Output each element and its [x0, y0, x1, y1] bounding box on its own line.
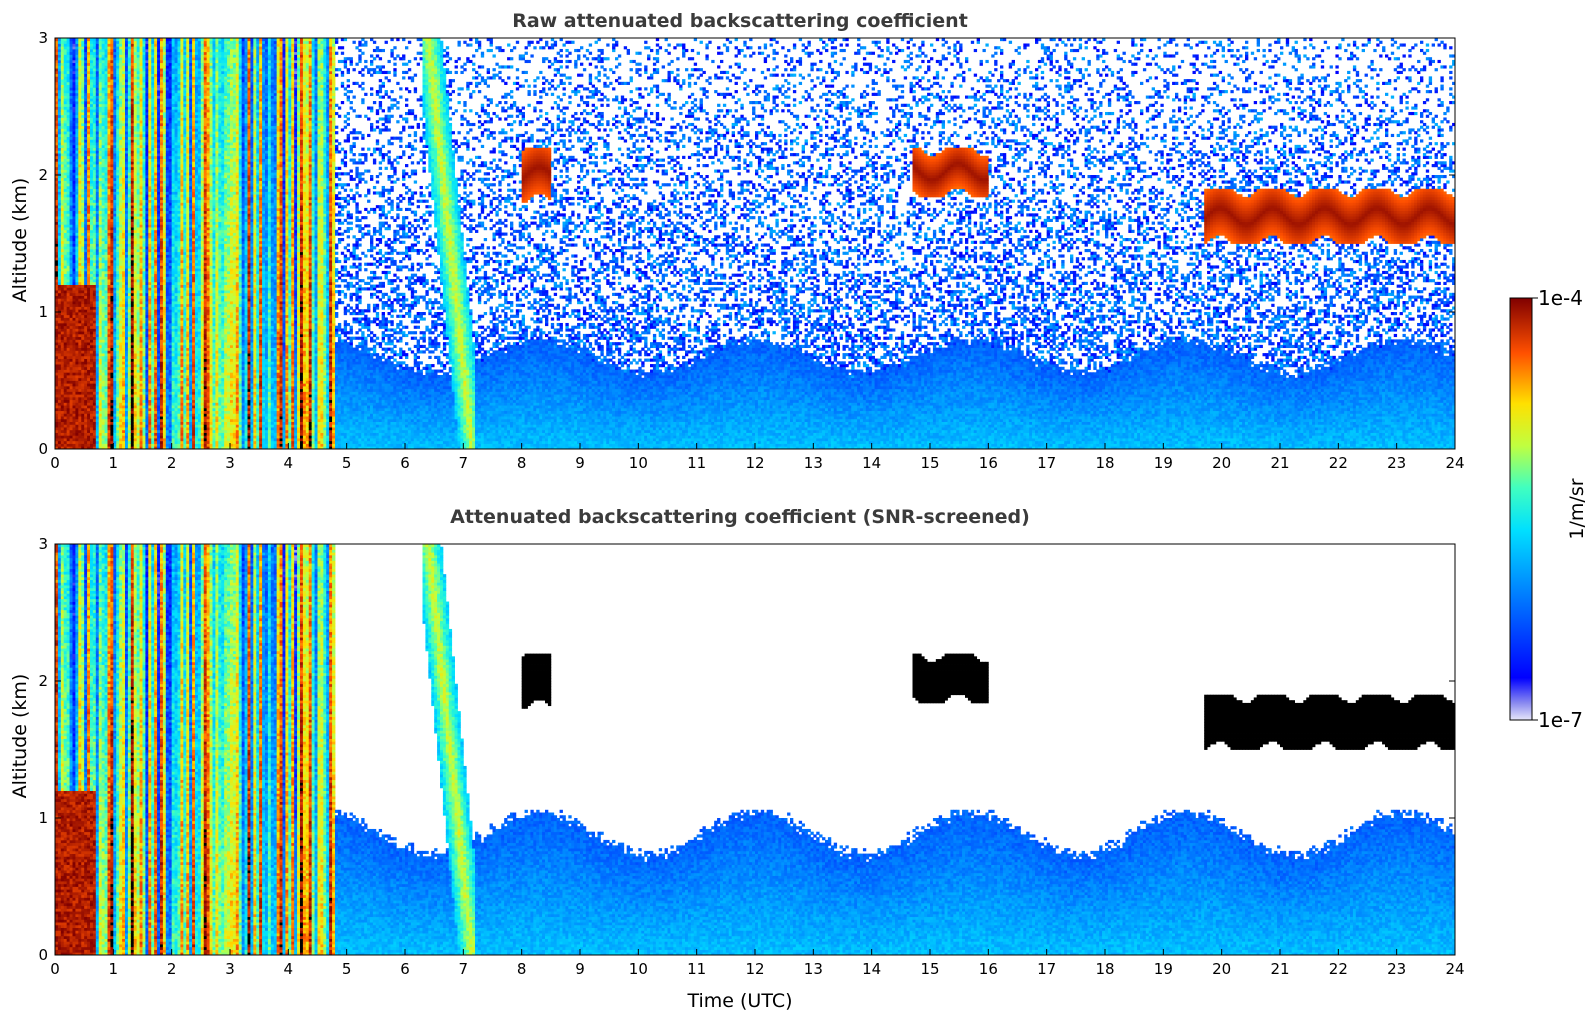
x-axis-label: Time (UTC) [686, 990, 792, 1012]
y-tick-label: 2 [38, 166, 48, 184]
x-tick-label: 0 [50, 960, 60, 978]
x-tick-label: 15 [920, 454, 939, 472]
x-tick-label: 7 [459, 454, 469, 472]
y-tick-label: 3 [38, 535, 48, 553]
x-tick-label: 12 [745, 454, 764, 472]
x-tick-label: 19 [1154, 454, 1173, 472]
plot-area [55, 38, 1455, 449]
y-tick-label: 0 [38, 440, 48, 458]
y-axis-label: Altitude (km) [9, 674, 31, 799]
x-tick-label: 16 [979, 454, 998, 472]
x-tick-label: 3 [225, 960, 235, 978]
x-tick-label: 13 [804, 960, 823, 978]
x-tick-label: 20 [1212, 960, 1231, 978]
x-tick-label: 17 [1037, 960, 1056, 978]
y-tick-label: 3 [38, 29, 48, 47]
colorbar-label: 1/m/sr [1566, 478, 1588, 539]
x-tick-label: 0 [50, 454, 60, 472]
x-tick-label: 1 [109, 454, 119, 472]
x-tick-label: 8 [517, 454, 527, 472]
x-tick-label: 14 [862, 454, 881, 472]
x-tick-label: 14 [862, 960, 881, 978]
x-tick-label: 20 [1212, 454, 1231, 472]
x-tick-label: 3 [225, 454, 235, 472]
colorbar-gradient [1510, 298, 1532, 720]
x-tick-label: 13 [804, 454, 823, 472]
x-tick-label: 1 [109, 960, 119, 978]
colorbar-min-label: 1e-7 [1538, 708, 1583, 732]
colorbar: 1e-4 1e-7 1/m/sr [1510, 286, 1588, 732]
y-tick-label: 0 [38, 946, 48, 964]
x-tick-label: 11 [687, 454, 706, 472]
x-tick-label: 16 [979, 960, 998, 978]
x-tick-label: 4 [284, 960, 294, 978]
x-tick-label: 10 [629, 454, 648, 472]
x-tick-label: 22 [1329, 960, 1348, 978]
x-tick-label: 9 [575, 960, 585, 978]
x-tick-label: 21 [1270, 454, 1289, 472]
x-tick-label: 15 [920, 960, 939, 978]
x-tick-label: 24 [1445, 454, 1464, 472]
y-tick-label: 1 [38, 809, 48, 827]
x-tick-label: 22 [1329, 454, 1348, 472]
y-tick-label: 2 [38, 672, 48, 690]
x-tick-label: 6 [400, 454, 410, 472]
x-tick-label: 17 [1037, 454, 1056, 472]
x-tick-label: 21 [1270, 960, 1289, 978]
raw-backscatter-panel: Raw attenuated backscattering coefficien… [9, 10, 1465, 472]
x-tick-label: 5 [342, 454, 352, 472]
x-tick-label: 10 [629, 960, 648, 978]
x-tick-label: 4 [284, 454, 294, 472]
panel-title: Attenuated backscattering coefficient (S… [450, 506, 1030, 528]
x-tick-label: 18 [1095, 454, 1114, 472]
x-tick-label: 2 [167, 454, 177, 472]
snr-screened-panel: Attenuated backscattering coefficient (S… [9, 506, 1465, 1012]
x-tick-label: 7 [459, 960, 469, 978]
x-tick-label: 23 [1387, 454, 1406, 472]
panel-title: Raw attenuated backscattering coefficien… [512, 10, 968, 32]
x-tick-label: 19 [1154, 960, 1173, 978]
x-tick-label: 23 [1387, 960, 1406, 978]
plot-area [55, 544, 1455, 955]
x-tick-label: 9 [575, 454, 585, 472]
x-tick-label: 2 [167, 960, 177, 978]
colorbar-max-label: 1e-4 [1538, 286, 1583, 310]
x-tick-label: 18 [1095, 960, 1114, 978]
x-tick-label: 6 [400, 960, 410, 978]
y-axis-label: Altitude (km) [9, 178, 31, 303]
x-tick-label: 24 [1445, 960, 1464, 978]
figure: Raw attenuated backscattering coefficien… [0, 0, 1595, 1020]
x-tick-label: 11 [687, 960, 706, 978]
y-tick-label: 1 [38, 303, 48, 321]
x-tick-label: 12 [745, 960, 764, 978]
x-tick-label: 5 [342, 960, 352, 978]
x-tick-label: 8 [517, 960, 527, 978]
